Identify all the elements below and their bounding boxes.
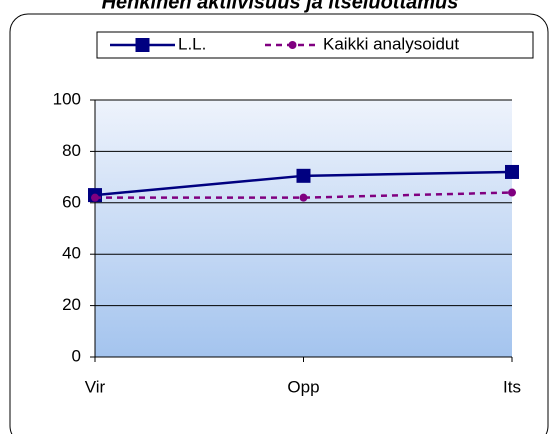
chart-title: Henkinen aktiivisuus ja itseluottamus: [102, 0, 459, 13]
x-tick-label: Vir: [85, 377, 106, 396]
marker: [505, 164, 519, 179]
marker: [508, 188, 516, 197]
series-line: [95, 191, 513, 199]
y-tick-label: 40: [62, 244, 81, 263]
y-tick-label: 100: [53, 89, 81, 108]
legend-label: Kaikki analysoidut: [323, 34, 459, 53]
x-tick-label: Opp: [287, 377, 319, 396]
x-tick-label: Its: [503, 377, 521, 396]
marker: [91, 193, 99, 202]
y-tick-label: 0: [72, 346, 81, 365]
legend-marker: [288, 41, 297, 49]
plot-area: [95, 100, 512, 357]
y-tick-label: 60: [62, 192, 81, 211]
legend-marker: [135, 38, 150, 52]
y-tick-label: 20: [62, 295, 81, 314]
marker: [299, 193, 308, 202]
y-tick-label: 80: [62, 141, 81, 160]
marker: [296, 168, 311, 183]
legend-label: L.L.: [178, 34, 206, 53]
